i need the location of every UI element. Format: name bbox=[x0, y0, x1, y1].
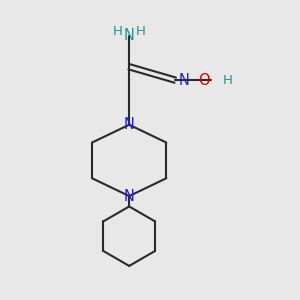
Text: N: N bbox=[124, 117, 135, 132]
Text: O: O bbox=[198, 73, 209, 88]
Text: H: H bbox=[113, 25, 123, 38]
Text: N: N bbox=[124, 28, 135, 43]
Text: N: N bbox=[124, 189, 135, 204]
Text: H: H bbox=[136, 25, 146, 38]
Text: H: H bbox=[222, 74, 232, 87]
Text: N: N bbox=[178, 73, 189, 88]
